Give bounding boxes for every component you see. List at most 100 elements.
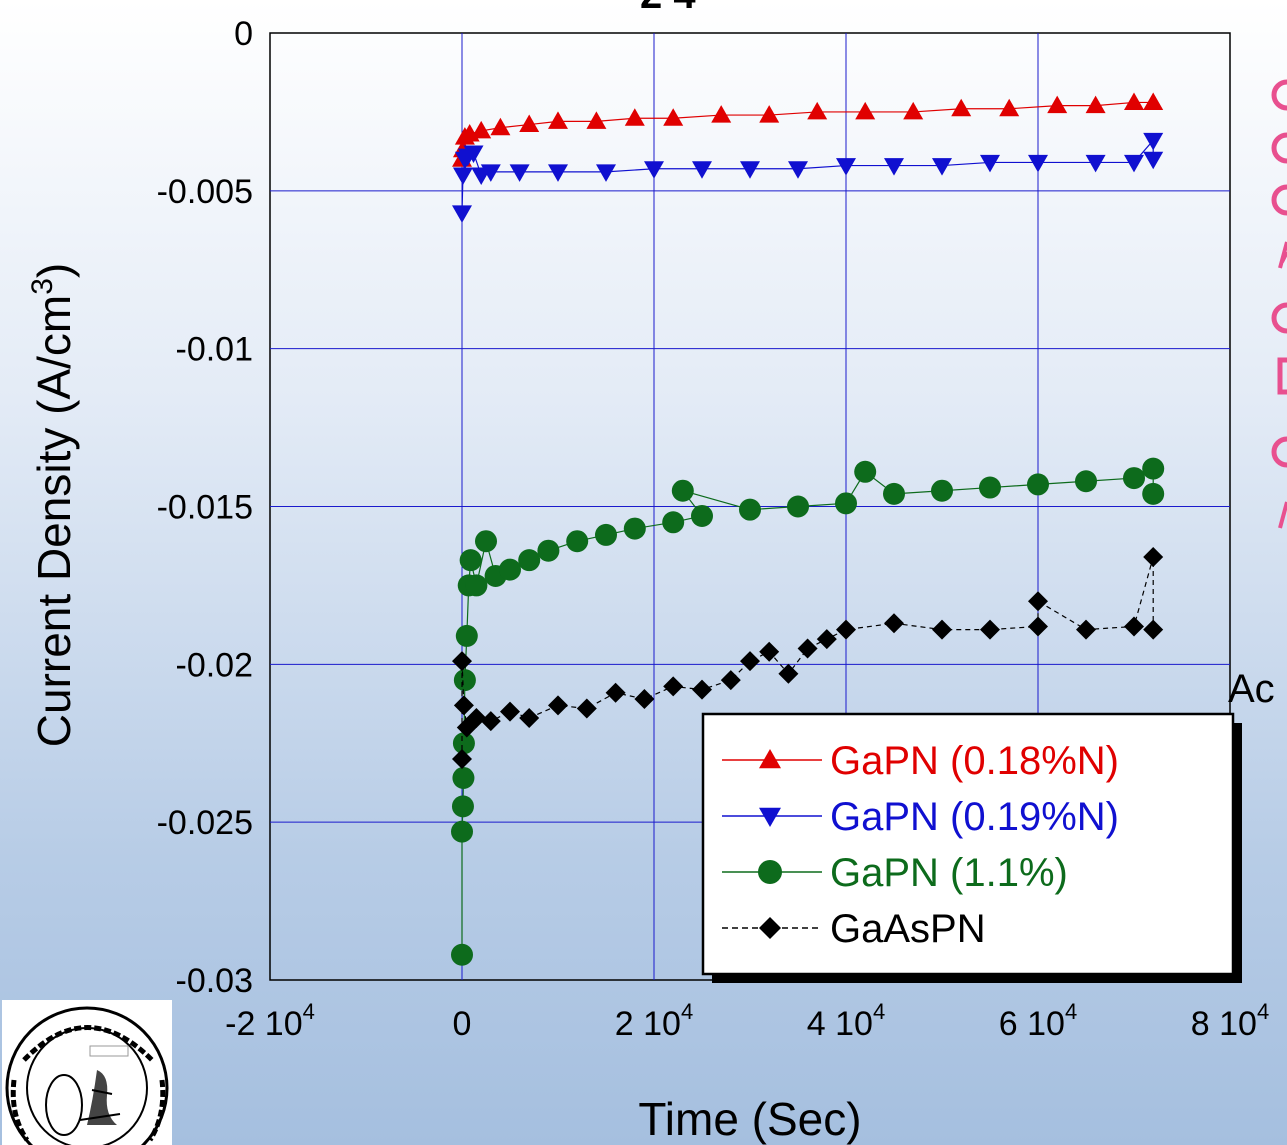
series-2-point-31 — [1142, 457, 1165, 480]
series-0-point-20 — [1124, 92, 1144, 110]
series-0-point-12 — [759, 105, 780, 123]
series-3-point-2 — [453, 695, 474, 716]
series-2-point-26 — [931, 479, 953, 502]
x-tick-label-1: 0 — [453, 1005, 472, 1043]
series-0-point-10 — [663, 108, 684, 126]
series-0 — [452, 92, 1164, 167]
series-3-point-12 — [663, 676, 684, 697]
y-axis-title-group: Current Density (A/cm3) — [26, 263, 80, 747]
seal-wreath — [45, 1074, 83, 1136]
data-series — [451, 92, 1165, 966]
x-tick-exponent-2: 4 — [681, 999, 693, 1024]
legend-label-2: GaPN (1.1%) — [830, 851, 1068, 895]
series-2-point-29 — [1075, 470, 1097, 493]
series-0-point-8 — [586, 111, 607, 129]
series-2-point-8 — [459, 549, 482, 572]
series-2-point-27 — [979, 476, 1001, 499]
series-2-point-17 — [623, 517, 646, 540]
y-axis-title-close: ) — [28, 263, 80, 278]
x-tick-label-5: 8 104 — [1191, 999, 1269, 1043]
series-3-point-14 — [720, 670, 741, 691]
series-3 — [452, 547, 1164, 770]
series-1-point-8 — [548, 164, 568, 182]
legend-label-3: GaAsPN — [830, 907, 986, 951]
legend-items: GaPN (0.18%N) GaPN (0.19%N) GaPN (1.1%) GaA… — [722, 739, 1119, 951]
legend-marker-0 — [759, 749, 781, 769]
y-tick-label-0: 0 — [234, 15, 253, 53]
series-0-point-14 — [855, 101, 876, 120]
series-0-point-7 — [548, 111, 568, 129]
series-2-point-10 — [475, 530, 497, 553]
series-3-point-15 — [740, 651, 760, 672]
series-0-point-15 — [903, 101, 924, 120]
legend-marker-1 — [759, 807, 781, 827]
seal-motto-block — [89, 1045, 129, 1057]
y-tick-label-4: -0.02 — [176, 646, 254, 684]
x-tick-exponent-3: 4 — [873, 999, 885, 1024]
legend-marker-2 — [758, 860, 782, 884]
series-1-point-15 — [884, 158, 904, 176]
pink-glyph-5 — [1271, 302, 1287, 334]
series-2-point-19 — [691, 504, 713, 527]
legend-label-0: GaPN (0.18%N) — [830, 739, 1119, 783]
series-1-point-11 — [692, 161, 712, 179]
series-2-point-21 — [739, 498, 761, 521]
x-axis-title: Time (Sec) — [638, 1093, 861, 1145]
series-2-point-20 — [671, 479, 694, 502]
series-0-point-13 — [807, 101, 828, 120]
x-tick-exponent-5: 4 — [1257, 999, 1269, 1024]
y-tick-label-5: -0.025 — [157, 804, 253, 842]
series-0-point-9 — [624, 108, 645, 126]
series-3-point-29 — [1143, 619, 1164, 640]
series-0-point-16 — [951, 98, 972, 117]
series-3-point-0 — [452, 749, 472, 770]
series-3-point-17 — [778, 663, 799, 684]
series-2-point-13 — [518, 549, 541, 572]
series-2-point-6 — [455, 624, 478, 647]
series-3-point-9 — [576, 698, 597, 719]
series-1-point-20 — [1124, 154, 1144, 173]
series-2-point-9 — [465, 574, 488, 597]
pink-glyph-8 — [1278, 501, 1287, 529]
series-3-point-7 — [519, 707, 540, 728]
y-axis-title-text: Current Density (A/cm — [28, 295, 80, 747]
series-1-point-16 — [932, 158, 952, 176]
series-1 — [452, 132, 1164, 223]
legend-box — [701, 712, 1235, 976]
pink-glyph-4 — [1278, 241, 1287, 269]
series-0-point-11 — [711, 105, 732, 123]
university-seal-logo — [2, 1000, 172, 1145]
series-3-point-20 — [836, 619, 856, 640]
series-3-point-19 — [816, 629, 837, 650]
series-3-point-8 — [548, 695, 568, 716]
series-2-point-25 — [883, 482, 905, 505]
series-2-point-23 — [835, 492, 857, 515]
y-axis-title-exponent: 3 — [26, 278, 59, 295]
x-tick-mantissa-3: 4 10 — [807, 1005, 873, 1043]
pink-glyph-1 — [1271, 79, 1287, 111]
seal-figure — [87, 1070, 117, 1125]
series-1-point-10 — [644, 161, 664, 179]
series-0-point-5 — [490, 117, 511, 136]
x-tick-exponent-4: 4 — [1065, 999, 1077, 1024]
x-tick-label-3: 4 104 — [807, 999, 885, 1043]
series-2-point-18 — [662, 511, 685, 534]
seal-ring-text-right — [147, 1079, 166, 1142]
pink-clipped-text — [1271, 79, 1287, 529]
pink-glyph-3 — [1271, 184, 1287, 216]
chart-title-fragment: 2 4 — [640, 0, 696, 17]
series-1-point-19 — [1085, 154, 1106, 173]
series-1-point-1 — [452, 167, 473, 186]
legend: GaPN (0.18%N) GaPN (0.19%N) GaPN (1.1%) GaA… — [701, 712, 1242, 983]
x-tick-exponent-0: 4 — [303, 999, 315, 1024]
side-text-fragment: Ac — [1228, 667, 1275, 711]
series-3-point-26 — [1076, 619, 1096, 640]
series-2-point-32 — [1142, 482, 1165, 505]
x-tick-label-0: -2 104 — [225, 999, 315, 1043]
seal-figure-detail — [79, 1089, 121, 1121]
series-0-point-17 — [999, 98, 1020, 117]
series-3-point-21 — [884, 613, 904, 634]
series-1-point-12 — [740, 161, 760, 179]
series-1-point-0 — [452, 205, 472, 223]
x-tick-label-4: 6 104 — [999, 999, 1077, 1043]
